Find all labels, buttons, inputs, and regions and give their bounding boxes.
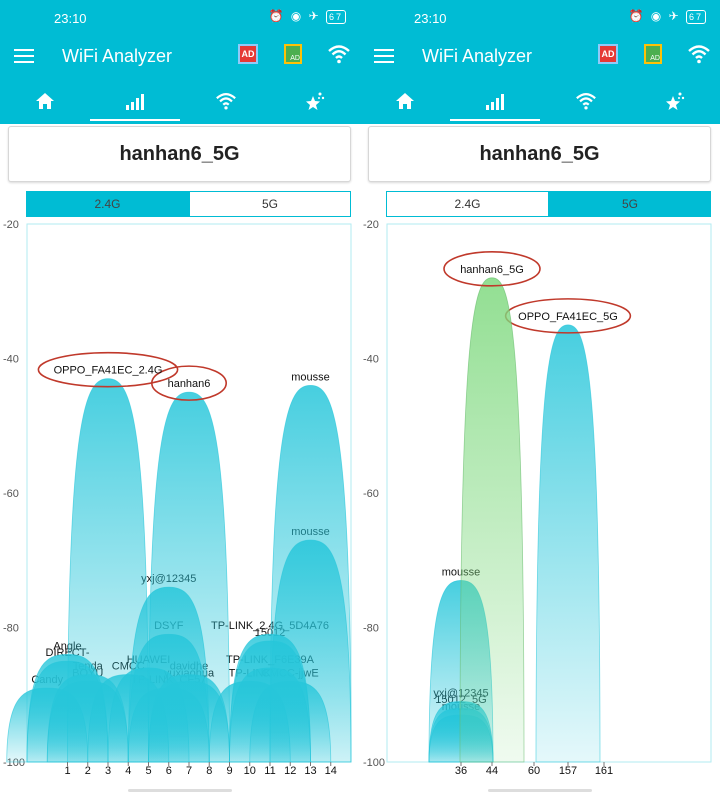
app-bar: WiFi Analyzer AD AD	[0, 34, 360, 80]
tab-home[interactable]	[360, 80, 450, 124]
ad-gallery-icon[interactable]: AD	[284, 44, 302, 64]
x-tick-label: 2	[85, 765, 91, 777]
y-tick-label: -40	[3, 354, 19, 366]
x-tick-label: 14	[325, 765, 337, 777]
tab-bar	[0, 80, 360, 124]
band-5g-button[interactable]: 5G	[189, 191, 351, 217]
x-tick-label: 4	[125, 765, 131, 777]
x-tick-label: 161	[595, 765, 613, 777]
signal-curve	[269, 384, 352, 763]
wifi-icon	[216, 93, 236, 110]
wifi-icon	[576, 93, 596, 110]
x-tick-label: 157	[559, 765, 577, 777]
x-tick-label: 10	[244, 765, 256, 777]
highlight-ellipse	[443, 250, 541, 287]
connected-ssid: hanhan6_5G	[368, 126, 711, 182]
channel-chart: -20-40-60-80-100mousse15012_5Gyxj@12345m…	[363, 219, 712, 777]
band-2g-button[interactable]: 2.4G	[26, 191, 189, 217]
y-tick-label: -40	[363, 354, 379, 366]
x-tick-label: 13	[304, 765, 316, 777]
status-icons: ⏰ ◉ ✈ 67	[629, 9, 706, 24]
x-tick-label: 1	[64, 765, 70, 777]
x-tick-label: 11	[264, 765, 275, 777]
y-tick-label: -80	[363, 623, 379, 635]
status-bar: 23:10 ⏰ ◉ ✈ 67	[0, 0, 360, 34]
battery-icon: 67	[685, 9, 706, 24]
screen-2g: 23:10 ⏰ ◉ ✈ 67 WiFi Analyzer AD AD hanha…	[0, 0, 360, 792]
menu-icon[interactable]	[14, 46, 34, 68]
x-tick-label: 5	[145, 765, 151, 777]
tab-bar	[360, 80, 720, 124]
menu-icon[interactable]	[374, 46, 394, 68]
tab-channel-graph[interactable]	[90, 80, 180, 124]
signal-label: OPPO_FA41EC_2.4G	[54, 365, 163, 377]
x-tick-label: 7	[186, 765, 192, 777]
x-tick-label: 6	[166, 765, 172, 777]
connected-ssid: hanhan6_5G	[8, 126, 351, 182]
home-indicator	[128, 789, 232, 792]
channel-chart: -20-40-60-80-100CandyTP-LINK_CF57BOYUyux…	[3, 219, 352, 777]
tab-wifi[interactable]	[540, 80, 630, 124]
tab-home[interactable]	[0, 80, 90, 124]
x-tick-label: 44	[486, 765, 498, 777]
bar-chart-icon	[486, 94, 504, 110]
bar-chart-icon	[126, 94, 144, 110]
tab-channel-graph[interactable]	[450, 80, 540, 124]
app-title: WiFi Analyzer	[422, 46, 533, 66]
x-tick-label: 36	[455, 765, 467, 777]
x-tick-label: 3	[105, 765, 111, 777]
ad-gallery-icon[interactable]: AD	[644, 44, 662, 64]
signal-curve	[459, 277, 525, 763]
tab-rating[interactable]	[630, 80, 720, 124]
signal-curve	[148, 391, 230, 763]
status-time: 23:10	[54, 11, 87, 26]
x-tick-label: 8	[206, 765, 212, 777]
home-icon	[396, 93, 414, 109]
app-bar: WiFi Analyzer AD AD	[360, 34, 720, 80]
app-title: WiFi Analyzer	[62, 46, 173, 66]
battery-icon: 67	[325, 9, 346, 24]
y-tick-label: -100	[363, 757, 385, 769]
ad-icon[interactable]: AD	[238, 44, 258, 64]
wifi-icon[interactable]	[687, 44, 711, 64]
highlight-ellipse	[37, 351, 179, 388]
status-time: 23:10	[414, 11, 447, 26]
signal-label: OPPO_FA41EC_5G	[518, 311, 618, 323]
y-tick-label: -60	[363, 488, 379, 500]
signal-label: hanhan6_5G	[460, 264, 524, 276]
stars-icon	[306, 92, 325, 110]
tab-rating[interactable]	[270, 80, 360, 124]
stars-icon	[666, 92, 685, 110]
status-bar: 23:10 ⏰ ◉ ✈ 67	[360, 0, 720, 34]
x-tick-label: 60	[528, 765, 540, 777]
signal-curve	[67, 378, 149, 763]
y-tick-label: -60	[3, 488, 19, 500]
signal-label: mousse	[291, 371, 330, 383]
tab-wifi[interactable]	[180, 80, 270, 124]
y-tick-label: -80	[3, 623, 19, 635]
x-tick-label: 9	[226, 765, 232, 777]
signal-curve	[535, 324, 601, 763]
home-indicator	[488, 789, 592, 792]
screen-5g: 23:10 ⏰ ◉ ✈ 67 WiFi Analyzer AD AD hanha…	[360, 0, 720, 792]
x-tick-label: 12	[284, 765, 296, 777]
band-5g-button[interactable]: 5G	[549, 191, 711, 217]
home-icon	[36, 93, 54, 109]
ad-icon[interactable]: AD	[598, 44, 618, 64]
signal-label: hanhan6	[168, 378, 211, 390]
y-tick-label: -20	[3, 219, 19, 231]
y-tick-label: -20	[363, 219, 379, 231]
status-icons: ⏰ ◉ ✈ 67	[269, 9, 346, 24]
wifi-icon[interactable]	[327, 44, 351, 64]
band-2g-button[interactable]: 2.4G	[386, 191, 549, 217]
